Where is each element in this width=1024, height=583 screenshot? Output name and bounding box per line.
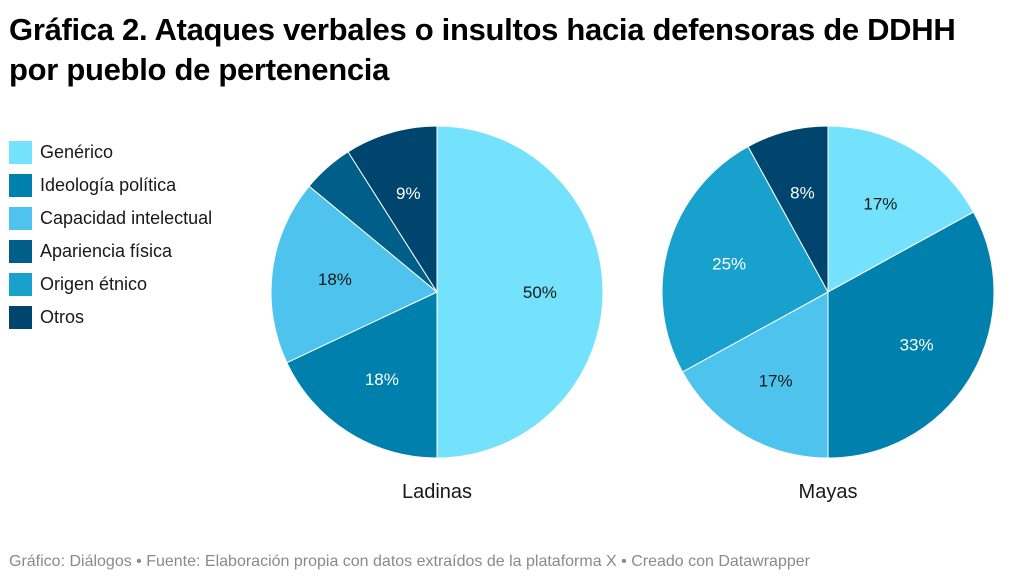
legend-swatch <box>9 273 32 296</box>
legend-swatch <box>9 141 32 164</box>
legend-label: Ideología política <box>40 175 177 195</box>
pie-ladinas: 50% 18% 18% 9% <box>270 125 604 459</box>
pie-data-label: 9% <box>396 184 421 203</box>
legend-label: Otros <box>40 307 85 327</box>
pie-title-ladinas: Ladinas <box>402 481 472 503</box>
pie-data-label: 33% <box>900 335 934 354</box>
footer-source: Gráfico: Diálogos • Fuente: Elaboración … <box>9 553 810 570</box>
pie-data-label: 17% <box>863 194 897 213</box>
legend-item-apariencia: Apariencia física <box>9 235 212 268</box>
legend: Genérico Ideología política Capacidad in… <box>9 136 212 334</box>
legend-label: Genérico <box>40 142 114 162</box>
pie-slice-ideolog-a-pol-tica <box>286 291 438 459</box>
legend-item-capacidad: Capacidad intelectual <box>9 202 212 235</box>
legend-label: Apariencia física <box>40 241 173 261</box>
legend-label: Capacidad intelectual <box>40 208 213 228</box>
pie-data-label: 18% <box>318 270 352 289</box>
pie-data-label: 50% <box>523 283 557 302</box>
legend-label: Origen étnico <box>40 274 148 294</box>
pie-slice-otros <box>747 125 829 293</box>
pie-slice-ideolog-a-pol-tica <box>827 211 995 459</box>
legend-item-otros: Otros <box>9 301 212 334</box>
legend-swatch <box>9 306 32 329</box>
pie-data-label: 18% <box>365 370 399 389</box>
pie-data-label: 17% <box>759 372 793 391</box>
pie-slice-capacidad-intelectual <box>681 291 829 459</box>
pie-slice-origen-tnico <box>661 145 829 373</box>
pie-slice-otros <box>347 125 438 294</box>
pie-slice-gen-rico <box>436 125 604 459</box>
legend-swatch <box>9 174 32 197</box>
pie-mayas: 17% 33% 17% 25% 8% <box>661 125 995 459</box>
pie-title-mayas: Mayas <box>799 481 858 503</box>
pie-data-label: 8% <box>790 183 815 202</box>
pie-data-label: 25% <box>712 254 746 273</box>
legend-swatch <box>9 207 32 230</box>
legend-item-generico: Genérico <box>9 136 212 169</box>
legend-swatch <box>9 240 32 263</box>
legend-item-ideologia: Ideología política <box>9 169 212 202</box>
chart-title: Gráfica 2. Ataques verbales o insultos h… <box>9 12 956 87</box>
pie-slice-capacidad-intelectual <box>270 185 438 364</box>
pie-slice-gen-rico <box>827 125 975 293</box>
legend-item-origen: Origen étnico <box>9 268 212 301</box>
